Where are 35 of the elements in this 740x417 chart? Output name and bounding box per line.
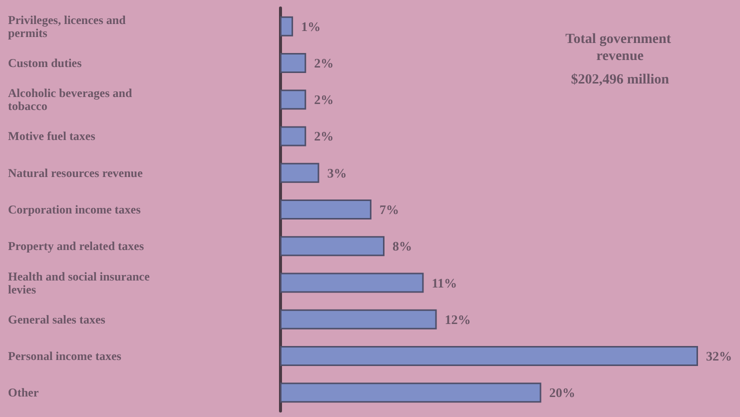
bar xyxy=(280,126,306,146)
bar xyxy=(280,236,384,256)
bar xyxy=(280,346,698,366)
bar xyxy=(280,200,372,220)
bar xyxy=(280,309,437,330)
y-tick-label: Alcoholic beverages and tobacco xyxy=(8,86,135,114)
data-label: 2% xyxy=(314,128,334,144)
y-tick-label: Property and related taxes xyxy=(8,239,144,254)
data-label: 8% xyxy=(392,238,412,254)
y-tick-label: Corporation income taxes xyxy=(8,202,141,216)
data-label: 20% xyxy=(549,385,576,400)
y-tick-label: Custom duties xyxy=(8,56,82,70)
data-label: 3% xyxy=(327,165,347,180)
y-tick-label: Health and social insurance levies xyxy=(8,269,153,296)
data-label: 2% xyxy=(314,55,334,70)
y-tick-label: Personal income taxes xyxy=(8,349,122,364)
bar xyxy=(280,162,320,183)
y-tick-label: General sales taxes xyxy=(8,312,106,326)
text: Total government revenue xyxy=(565,32,675,64)
bar xyxy=(280,52,306,73)
y-tick-label: Privileges, licences and permits xyxy=(8,12,129,40)
y-tick-label: Other xyxy=(8,386,40,400)
data-label: 12% xyxy=(444,312,471,327)
bar xyxy=(280,16,294,36)
data-label: 2% xyxy=(314,92,334,108)
data-label: 7% xyxy=(379,202,399,217)
bar xyxy=(280,90,306,110)
data-label: 32% xyxy=(706,348,732,364)
data-label: 1% xyxy=(301,18,321,34)
bar xyxy=(280,382,542,403)
bar xyxy=(280,272,424,293)
text: $202,496 million xyxy=(570,72,670,88)
y-tick-label: Motive fuel taxes xyxy=(8,129,96,144)
y-tick-label: Natural resources revenue xyxy=(8,166,144,180)
data-label: 11% xyxy=(432,275,457,290)
